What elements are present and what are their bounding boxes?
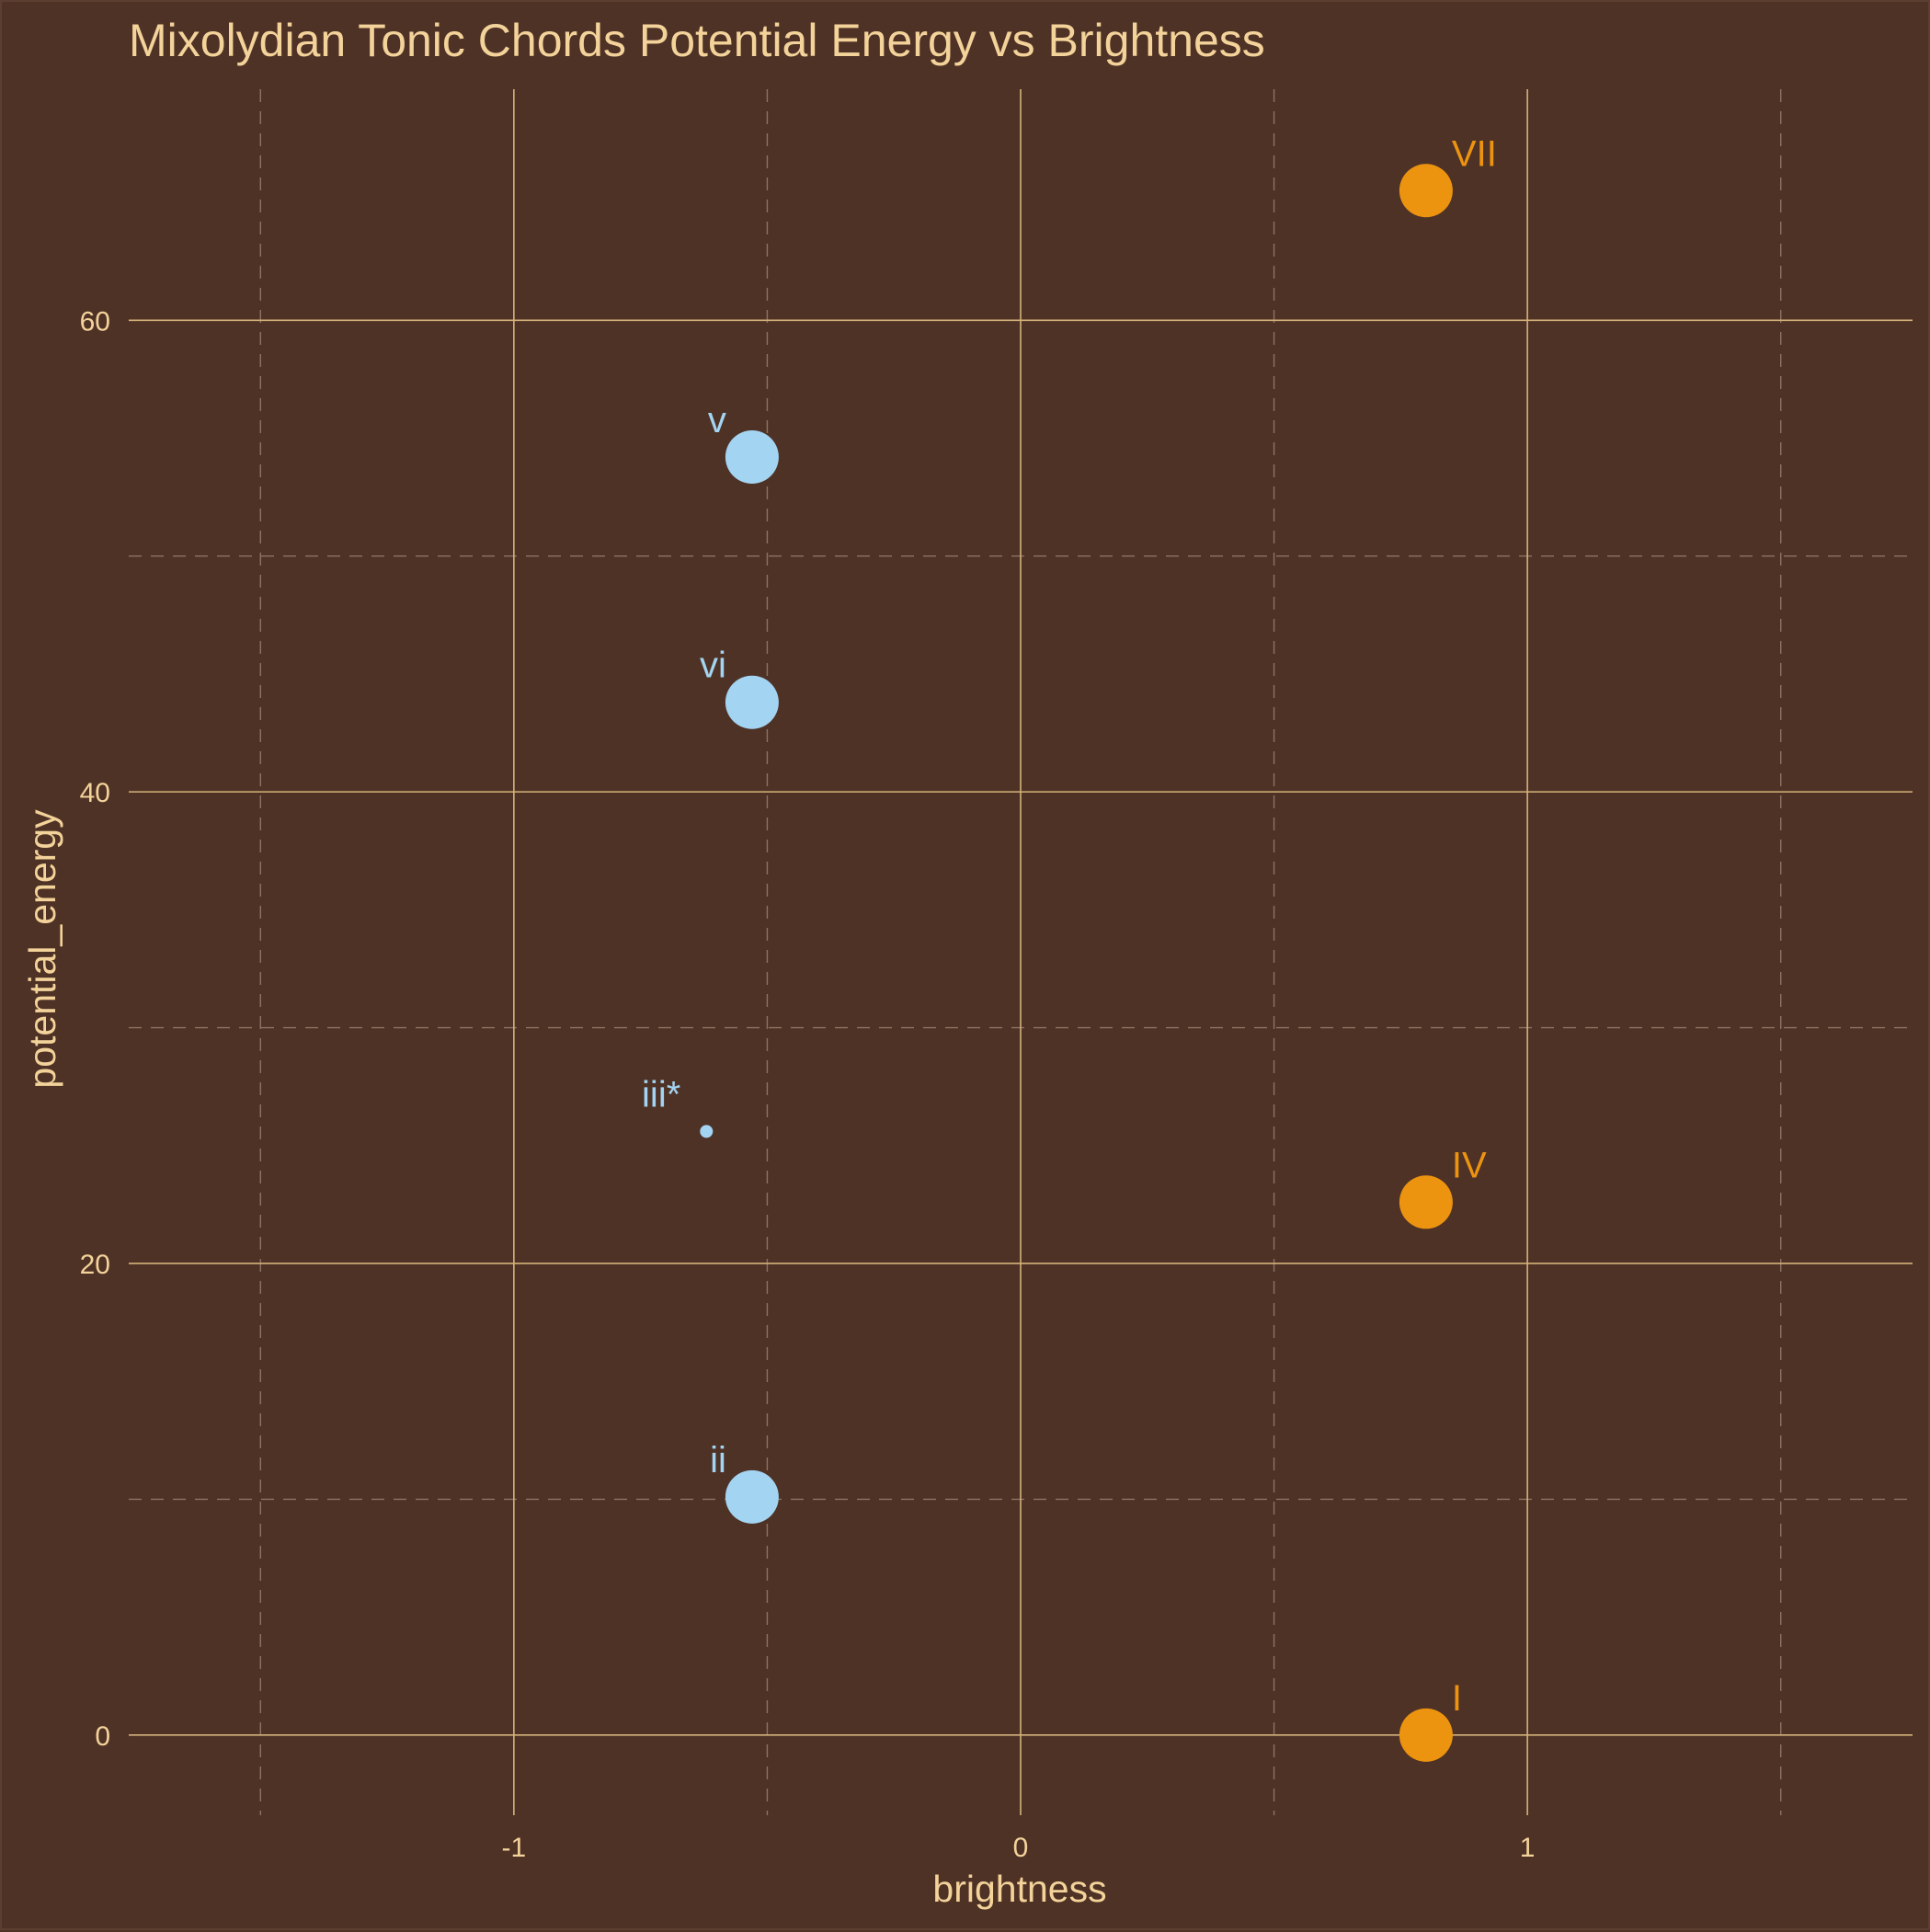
data-point-label: v <box>708 400 726 440</box>
y-axis-title: potential_energy <box>21 809 63 1089</box>
data-point-label: I <box>1452 1678 1462 1719</box>
data-point-label: iii* <box>642 1074 680 1115</box>
y-axis-ticks: 0 20 40 60 <box>80 306 110 1752</box>
data-point <box>700 1125 714 1138</box>
data-point-label: IV <box>1452 1145 1487 1185</box>
data-point <box>1399 164 1453 218</box>
data-points <box>700 164 1453 1762</box>
x-tick-label: -1 <box>502 1833 527 1863</box>
major-grid <box>129 89 1913 1815</box>
data-point <box>725 1469 779 1524</box>
y-tick-label: 40 <box>80 778 110 808</box>
x-axis-ticks: -1 0 1 <box>502 1833 1536 1863</box>
data-point <box>1399 1175 1453 1229</box>
y-tick-label: 60 <box>80 306 110 337</box>
y-tick-label: 0 <box>95 1721 110 1752</box>
data-point <box>1399 1708 1453 1762</box>
x-axis-title: brightness <box>932 1868 1106 1910</box>
data-point-label: VII <box>1452 133 1497 174</box>
data-point <box>725 675 779 729</box>
y-tick-label: 20 <box>80 1250 110 1280</box>
x-tick-label: 1 <box>1520 1833 1536 1863</box>
chart-title: Mixolydian Tonic Chords Potential Energy… <box>129 15 1265 66</box>
data-point-labels: VII v vi iii* IV ii I <box>642 133 1497 1719</box>
x-tick-label: 0 <box>1013 1833 1029 1863</box>
data-point-label: vi <box>700 646 726 686</box>
data-point-label: ii <box>710 1440 726 1480</box>
data-point <box>725 430 779 485</box>
